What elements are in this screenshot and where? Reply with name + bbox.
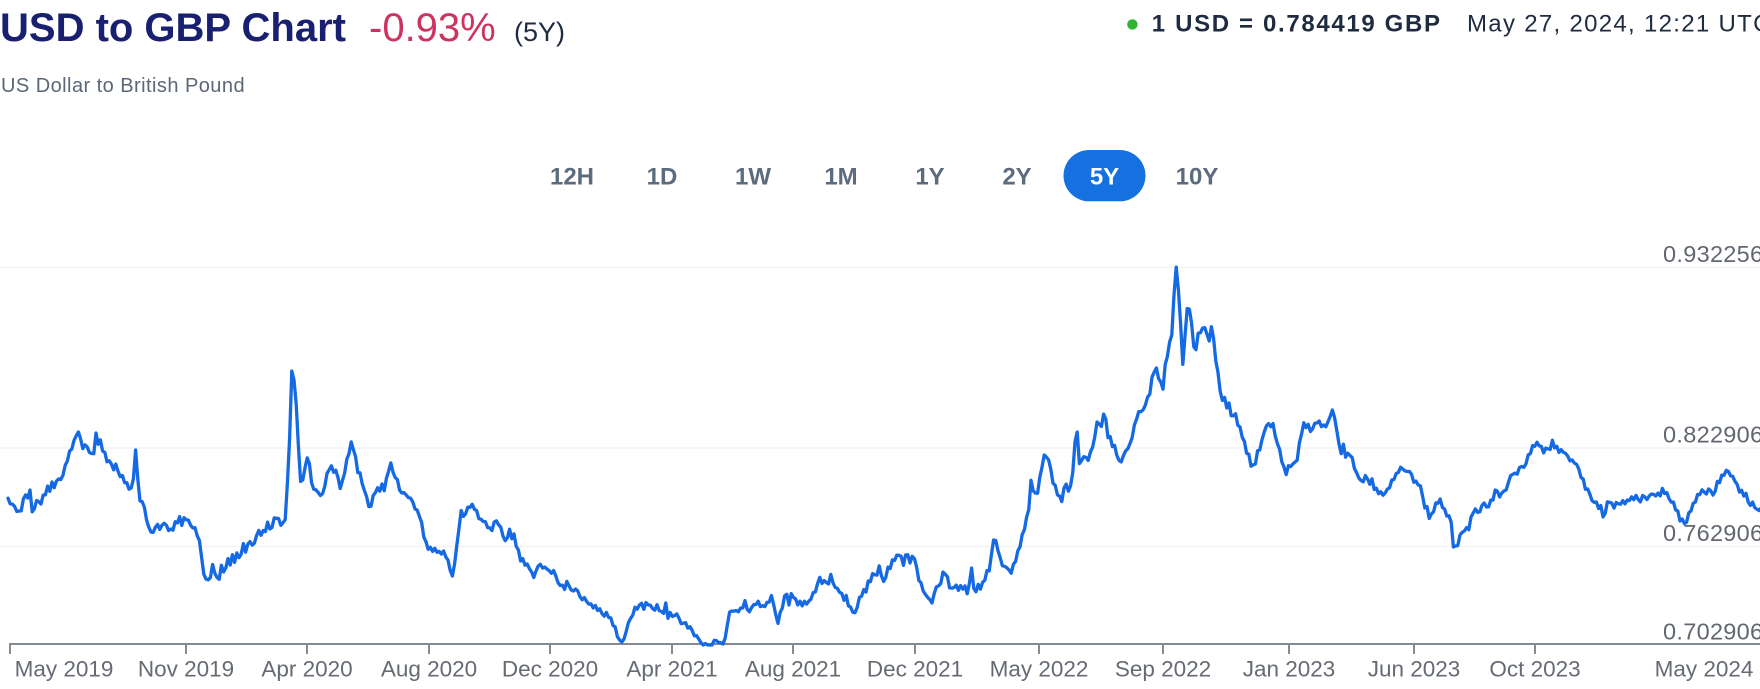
svg-text:USD to GBP Chart: USD to GBP Chart	[0, 6, 346, 50]
svg-text:1Y: 1Y	[915, 164, 944, 191]
svg-text:Nov 2019: Nov 2019	[138, 657, 234, 682]
svg-text:May 2019: May 2019	[15, 657, 114, 682]
svg-text:May 2024: May 2024	[1655, 657, 1754, 682]
svg-text:0.822906: 0.822906	[1663, 422, 1760, 448]
svg-text:Sep 2022: Sep 2022	[1115, 657, 1211, 682]
svg-text:2Y: 2Y	[1002, 164, 1031, 191]
svg-text:12H: 12H	[550, 164, 594, 191]
svg-text:Dec 2020: Dec 2020	[502, 657, 598, 682]
svg-text:1W: 1W	[735, 164, 771, 191]
svg-text:1M: 1M	[824, 164, 857, 191]
svg-text:May 27, 2024, 12:21 UTC: May 27, 2024, 12:21 UTC	[1467, 11, 1760, 38]
svg-text:Jan 2023: Jan 2023	[1243, 657, 1336, 682]
svg-text:Dec 2021: Dec 2021	[867, 657, 963, 682]
svg-text:1D: 1D	[647, 164, 678, 191]
svg-text:5Y: 5Y	[1090, 164, 1119, 191]
svg-text:Jun 2023: Jun 2023	[1368, 657, 1461, 682]
svg-text:May 2022: May 2022	[990, 657, 1089, 682]
svg-text:(5Y): (5Y)	[514, 17, 565, 47]
svg-text:10Y: 10Y	[1176, 164, 1219, 191]
svg-text:Oct 2023: Oct 2023	[1489, 657, 1580, 682]
svg-text:0.932256: 0.932256	[1663, 241, 1760, 267]
svg-text:-0.93%: -0.93%	[369, 6, 496, 50]
svg-text:Apr 2021: Apr 2021	[626, 657, 717, 682]
svg-text:0.762906: 0.762906	[1663, 520, 1760, 546]
svg-text:0.702906: 0.702906	[1663, 619, 1760, 645]
svg-text:1 USD = 0.784419 GBP: 1 USD = 0.784419 GBP	[1152, 11, 1442, 38]
svg-text:Apr 2020: Apr 2020	[261, 657, 352, 682]
svg-text:US Dollar to British Pound: US Dollar to British Pound	[1, 75, 245, 97]
svg-text:Aug 2020: Aug 2020	[381, 657, 477, 682]
svg-text:Aug 2021: Aug 2021	[745, 657, 841, 682]
